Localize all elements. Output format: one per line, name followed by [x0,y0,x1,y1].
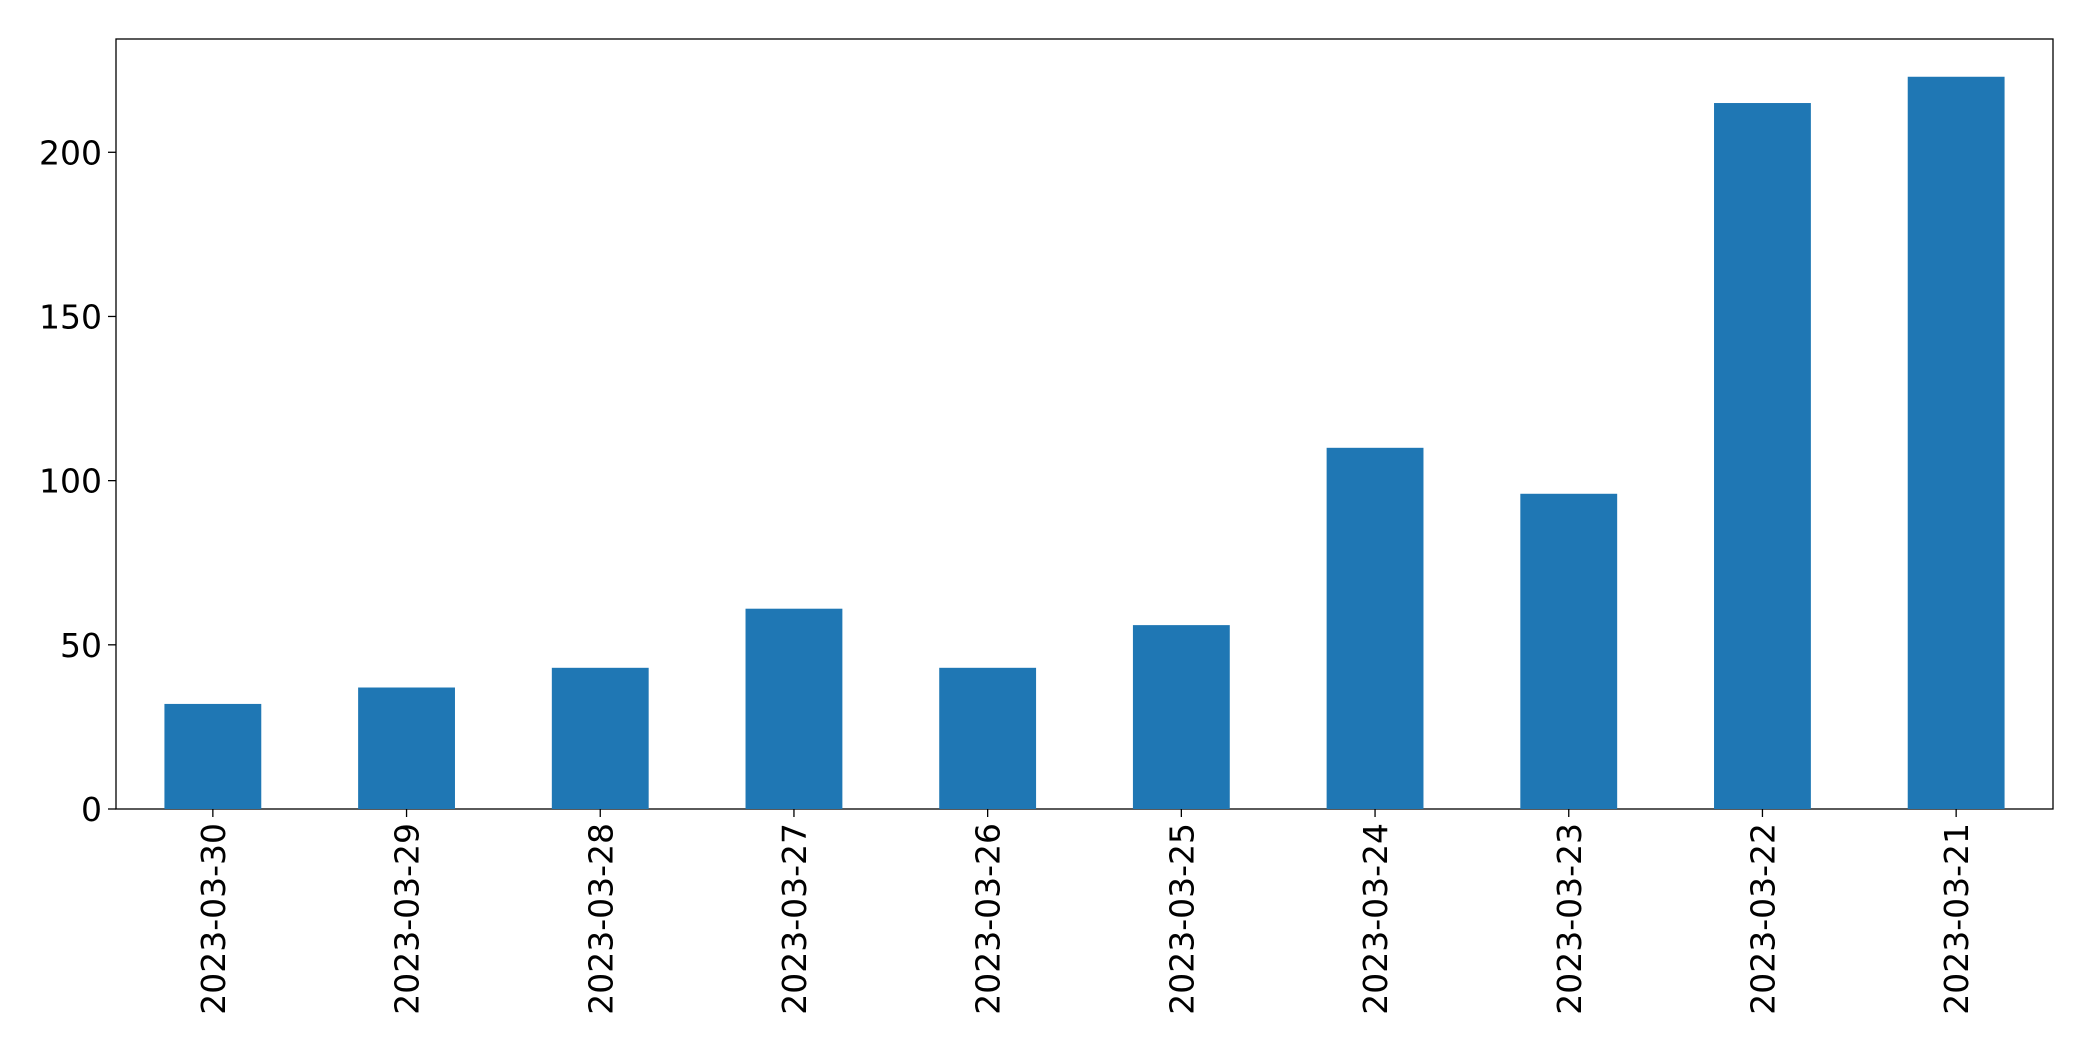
x-tick-label: 2023-03-28 [581,823,620,1015]
x-tick-label: 2023-03-30 [194,823,233,1015]
x-tick-label: 2023-03-23 [1550,823,1589,1015]
bar [1132,625,1230,809]
bar [1326,447,1424,809]
x-tick-label: 2023-03-22 [1743,823,1782,1015]
y-tick-label: 150 [39,297,102,336]
plot-frame [115,38,2054,810]
bar [1714,103,1811,810]
bar [939,667,1037,809]
bar [1907,76,2005,810]
y-tick-label: 200 [39,133,102,172]
x-tick-label: 2023-03-25 [1162,823,1201,1015]
x-tick-label: 2023-03-24 [1356,823,1395,1015]
x-tick-label: 2023-03-29 [388,823,427,1015]
bar [358,687,455,809]
x-tick-label: 2023-03-27 [775,823,814,1015]
bar [745,608,843,809]
bar [551,667,649,809]
x-tick-label: 2023-03-21 [1937,823,1976,1015]
bar [164,703,262,809]
x-tick-label: 2023-03-26 [969,823,1008,1015]
y-tick-label: 50 [60,626,102,665]
y-tick-label: 0 [81,790,102,829]
y-tick-label: 100 [39,462,102,501]
bar [1520,493,1618,809]
